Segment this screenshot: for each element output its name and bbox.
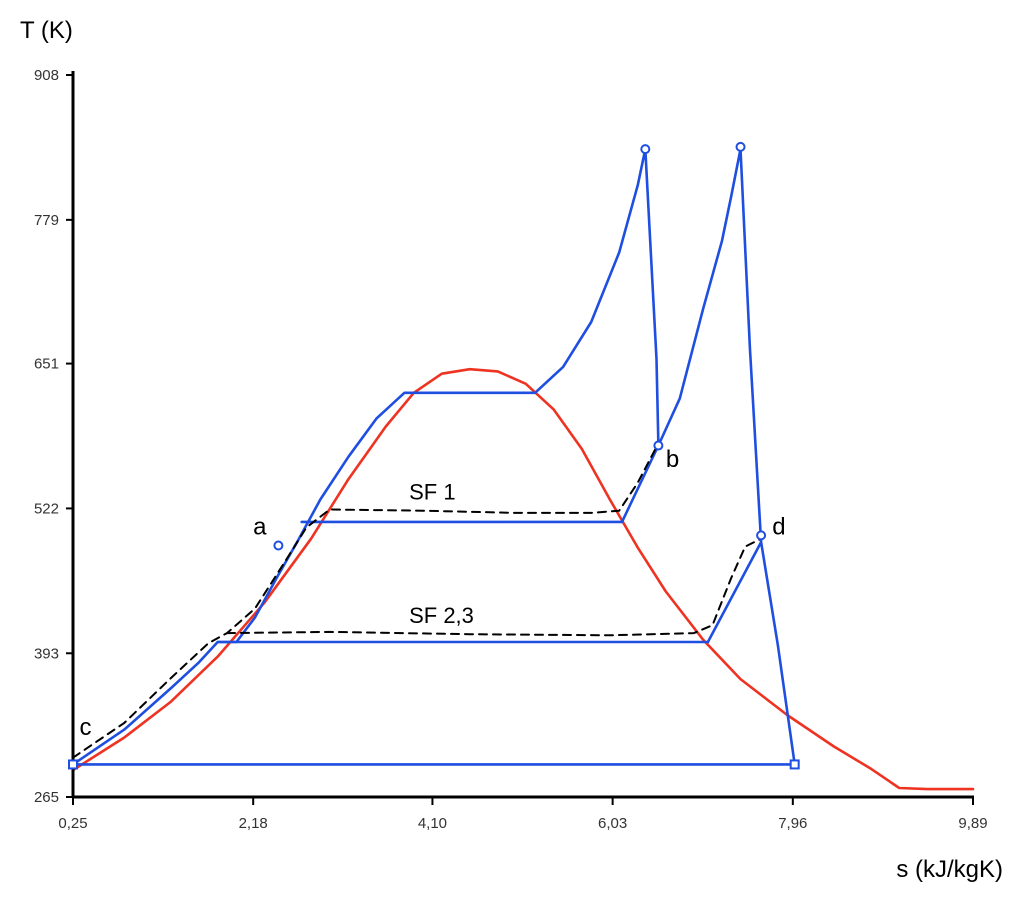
cycle-line-5 bbox=[706, 540, 763, 644]
x-axis-title: s (kJ/kgK) bbox=[896, 856, 1003, 883]
y-tick-label-1: 393 bbox=[34, 645, 59, 662]
y-tick-label-2: 522 bbox=[34, 500, 59, 517]
annotation-3: d bbox=[772, 513, 785, 540]
cycle-line-3 bbox=[620, 444, 660, 524]
annotation-1: b bbox=[666, 446, 679, 473]
annotation-5: SF 2,3 bbox=[409, 603, 474, 628]
y-tick-label-0: 265 bbox=[34, 789, 59, 806]
x-tick-label-5: 9,89 bbox=[958, 815, 987, 832]
effective-line-7 bbox=[226, 537, 763, 637]
state-marker-3 bbox=[640, 144, 651, 155]
annotation-4: SF 1 bbox=[409, 479, 455, 504]
state-marker-0 bbox=[68, 759, 78, 770]
y-tick-label-3: 651 bbox=[34, 356, 59, 373]
x-tick-label-1: 2,18 bbox=[239, 815, 268, 832]
state-marker-1 bbox=[789, 759, 800, 770]
x-tick-label-2: 4,10 bbox=[418, 815, 447, 832]
state-marker-6 bbox=[756, 530, 767, 541]
x-tick-label-4: 7,96 bbox=[778, 815, 807, 832]
y-tick-label-4: 779 bbox=[34, 212, 59, 229]
y-tick-label-5: 908 bbox=[34, 67, 59, 84]
state-marker-4 bbox=[653, 440, 664, 451]
x-tick-label-0: 0,25 bbox=[58, 815, 87, 832]
state-marker-2 bbox=[273, 540, 284, 551]
saturation-dome-line-0 bbox=[71, 367, 975, 791]
cycle-line-1 bbox=[71, 147, 797, 766]
x-tick-label-3: 6,03 bbox=[598, 815, 627, 832]
state-marker-5 bbox=[735, 141, 746, 152]
plot-area: 265 393 522 651 779 908 0,25 2,18 4,10 6,03 7,96 9,… bbox=[34, 67, 988, 832]
effective-line-6 bbox=[72, 442, 660, 759]
y-axis-title: T (K) bbox=[20, 17, 73, 44]
annotation-2: c bbox=[80, 714, 92, 741]
annotation-0: a bbox=[253, 513, 267, 540]
